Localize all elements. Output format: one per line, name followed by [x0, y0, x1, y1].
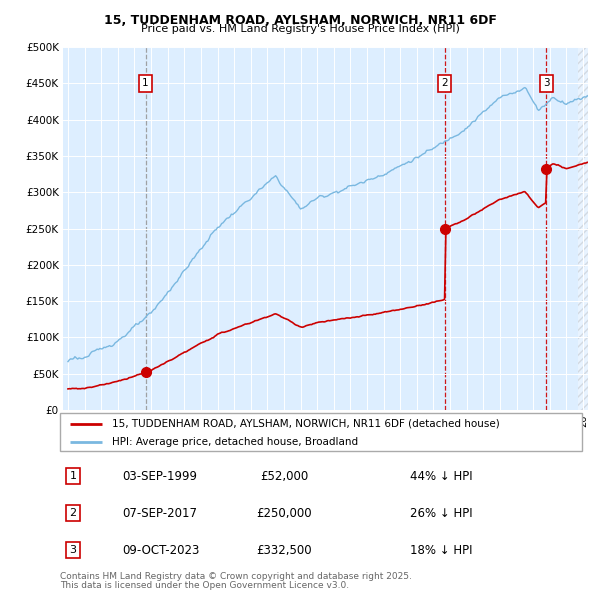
Text: This data is licensed under the Open Government Licence v3.0.: This data is licensed under the Open Gov… — [60, 581, 349, 590]
Text: 26% ↓ HPI: 26% ↓ HPI — [410, 507, 472, 520]
Text: 3: 3 — [543, 78, 550, 88]
Text: 2: 2 — [70, 509, 77, 518]
Text: 1: 1 — [142, 78, 149, 88]
Text: £52,000: £52,000 — [260, 470, 308, 483]
Text: 15, TUDDENHAM ROAD, AYLSHAM, NORWICH, NR11 6DF: 15, TUDDENHAM ROAD, AYLSHAM, NORWICH, NR… — [104, 14, 496, 27]
Text: 03-SEP-1999: 03-SEP-1999 — [122, 470, 197, 483]
Text: £250,000: £250,000 — [257, 507, 312, 520]
FancyBboxPatch shape — [60, 413, 582, 451]
Text: 1: 1 — [70, 471, 77, 481]
Text: Price paid vs. HM Land Registry's House Price Index (HPI): Price paid vs. HM Land Registry's House … — [140, 24, 460, 34]
Bar — [578, 47, 588, 410]
Text: HPI: Average price, detached house, Broadland: HPI: Average price, detached house, Broa… — [112, 437, 358, 447]
Text: 18% ↓ HPI: 18% ↓ HPI — [410, 544, 472, 557]
Text: 07-SEP-2017: 07-SEP-2017 — [122, 507, 197, 520]
Text: Contains HM Land Registry data © Crown copyright and database right 2025.: Contains HM Land Registry data © Crown c… — [60, 572, 412, 581]
Text: 44% ↓ HPI: 44% ↓ HPI — [410, 470, 472, 483]
Text: £332,500: £332,500 — [257, 544, 312, 557]
Text: 2: 2 — [442, 78, 448, 88]
Text: 15, TUDDENHAM ROAD, AYLSHAM, NORWICH, NR11 6DF (detached house): 15, TUDDENHAM ROAD, AYLSHAM, NORWICH, NR… — [112, 419, 500, 429]
Text: 3: 3 — [70, 545, 77, 555]
Text: 09-OCT-2023: 09-OCT-2023 — [122, 544, 200, 557]
